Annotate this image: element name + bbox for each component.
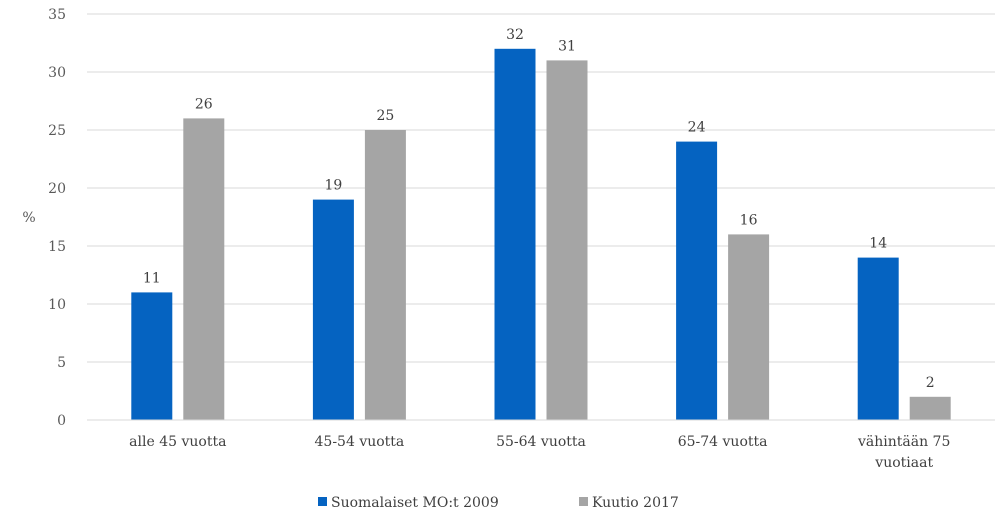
x-category-label: vähintään 75 — [857, 434, 950, 450]
y-axis-label: % — [22, 210, 35, 226]
bar — [494, 48, 536, 421]
data-label: 2 — [926, 375, 935, 391]
x-category-label: 55-64 vuotta — [496, 434, 586, 450]
data-label: 16 — [740, 212, 758, 228]
legend-swatch — [318, 497, 327, 506]
y-tick-label: 30 — [48, 65, 66, 81]
data-label: 26 — [195, 96, 213, 112]
y-tick-label: 15 — [48, 239, 66, 255]
legend-label: Kuutio 2017 — [592, 495, 679, 511]
data-label: 32 — [506, 27, 524, 43]
data-label: 24 — [688, 120, 706, 136]
x-category-label: alle 45 vuotta — [129, 434, 226, 450]
y-tick-label: 10 — [48, 297, 66, 313]
data-labels: 11 26 19 25 32 31 24 16 14 2 — [143, 27, 935, 391]
bar — [546, 60, 588, 421]
legend: Suomalaiset MO:t 2009 Kuutio 2017 — [318, 495, 679, 511]
x-category-label: vuotiaat — [874, 455, 933, 471]
bar — [857, 257, 899, 420]
y-tick-label: 35 — [48, 7, 66, 23]
y-tick-label: 20 — [48, 181, 66, 197]
bar — [676, 141, 718, 420]
data-label: 25 — [376, 108, 394, 124]
data-label: 11 — [143, 270, 161, 286]
bar — [364, 130, 406, 420]
gridlines — [87, 13, 995, 363]
x-category-label: 45-54 vuotta — [315, 434, 405, 450]
x-category-label: 65-74 vuotta — [678, 434, 768, 450]
y-tick-label: 25 — [48, 123, 66, 139]
bar — [183, 118, 225, 421]
y-tick-label: 0 — [57, 413, 66, 429]
x-axis-categories: alle 45 vuotta 45-54 vuotta 55-64 vuotta 65… — [129, 434, 950, 471]
data-label: 19 — [324, 178, 342, 194]
legend-swatch — [579, 497, 588, 506]
data-label: 14 — [869, 236, 887, 252]
data-label: 31 — [558, 38, 576, 54]
bar — [909, 396, 951, 420]
y-axis-ticks: 0 5 10 15 20 25 30 35 — [48, 7, 66, 429]
y-tick-label: 5 — [57, 355, 66, 371]
bar — [728, 234, 770, 420]
bar — [312, 199, 354, 420]
legend-label: Suomalaiset MO:t 2009 — [331, 495, 499, 511]
bar — [131, 292, 173, 420]
bars — [131, 48, 951, 421]
